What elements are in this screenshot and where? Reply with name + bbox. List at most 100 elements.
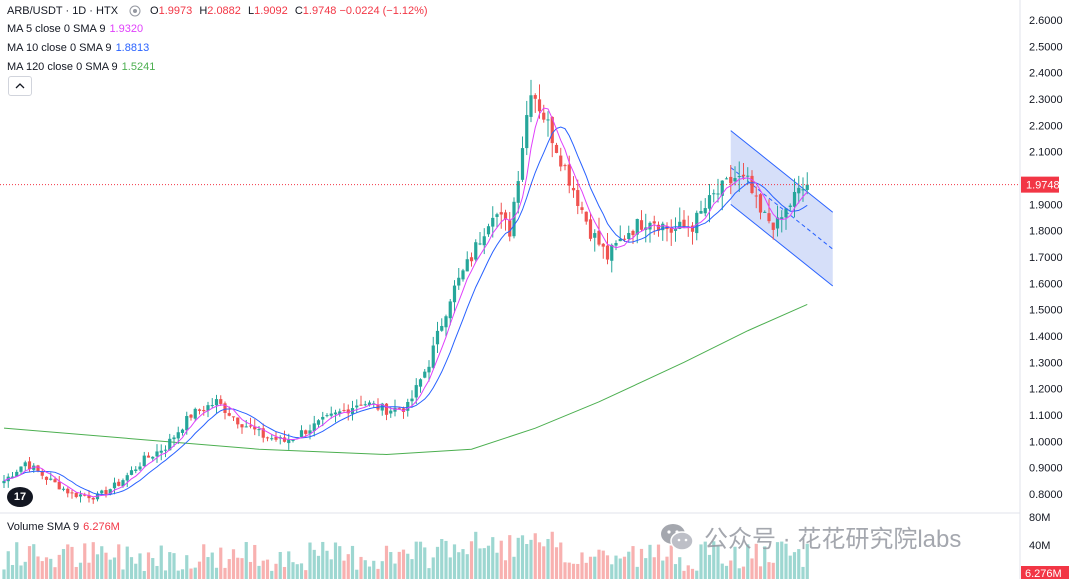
- channel-upper-line: [730, 130, 834, 213]
- candle-body: [601, 243, 605, 247]
- candle-body: [525, 115, 529, 149]
- candle-body: [316, 420, 321, 425]
- ma5-label[interactable]: MA 5 close 0 SMA 9: [7, 23, 106, 35]
- candle-body: [661, 223, 665, 231]
- candle-body: [784, 208, 788, 218]
- ma10-label[interactable]: MA 10 close 0 SMA 9: [7, 42, 112, 54]
- tradingview-logo[interactable]: 17: [7, 487, 33, 507]
- collapse-legend-button[interactable]: [8, 76, 32, 96]
- candle-body: [805, 184, 809, 190]
- volume-bar: [291, 562, 295, 579]
- volume-bar: [452, 544, 457, 579]
- candle-body: [206, 405, 210, 411]
- candle-body: [78, 494, 83, 497]
- ma120-label[interactable]: MA 120 close 0 SMA 9: [7, 61, 118, 73]
- volume-bar: [104, 552, 108, 579]
- ma120-line: [3, 303, 808, 456]
- volume-bar: [406, 553, 410, 579]
- volume-bar: [414, 541, 418, 579]
- volume-bar: [593, 556, 597, 579]
- candle-body: [733, 178, 737, 182]
- candle-body: [695, 212, 699, 234]
- volume-bar: [397, 551, 401, 579]
- candle-body: [15, 471, 19, 477]
- candle-body: [729, 176, 733, 184]
- candle-body: [329, 413, 333, 416]
- volume-bar: [274, 563, 278, 579]
- watermark-text: 公众号 · 花花研究院labs: [704, 526, 962, 553]
- volume-legend[interactable]: Volume SMA 9 6.276M: [7, 521, 120, 533]
- ma120-legend[interactable]: MA 120 close 0 SMA 9 1.5241: [7, 61, 155, 73]
- candle-body: [248, 425, 253, 427]
- volume-bar: [129, 557, 134, 579]
- volume-bar: [74, 566, 78, 579]
- ma10-legend[interactable]: MA 10 close 0 SMA 9 1.8813: [7, 42, 149, 54]
- volume-bar: [699, 544, 703, 579]
- volume-bars: [2, 531, 809, 579]
- volume-bar: [134, 563, 138, 579]
- volume-bar: [308, 542, 312, 579]
- volume-bar: [49, 558, 53, 579]
- candle-body: [512, 201, 516, 237]
- volume-bar: [168, 552, 172, 579]
- ma10-series: [3, 126, 808, 496]
- candle-body: [758, 194, 763, 213]
- volume-bar: [771, 562, 775, 579]
- volume-bar: [410, 559, 414, 579]
- candle-body: [461, 270, 465, 280]
- channel-lower-line: [730, 203, 834, 287]
- candle-body: [550, 116, 554, 144]
- visibility-dot-icon[interactable]: [128, 4, 142, 18]
- volume-bar: [495, 552, 499, 579]
- candle-body: [754, 195, 758, 197]
- low-label: L: [247, 5, 255, 17]
- candle-body: [312, 423, 316, 431]
- candle-body: [36, 465, 40, 472]
- symbol-title[interactable]: ARB/USDT · 1D · HTX: [7, 5, 119, 17]
- candle-body: [516, 181, 520, 203]
- volume-bar: [172, 553, 176, 579]
- candle-body: [189, 414, 193, 418]
- candle-body: [299, 430, 304, 438]
- candle-body: [648, 222, 652, 230]
- candle-body: [588, 219, 593, 239]
- candle-body: [91, 497, 95, 500]
- volume-bar: [253, 544, 257, 579]
- candle-body: [780, 217, 784, 220]
- volume-bar: [465, 554, 469, 579]
- candle-body: [134, 469, 138, 472]
- volume-bar: [567, 562, 571, 579]
- ma5-legend[interactable]: MA 5 close 0 SMA 9 1.9320: [7, 23, 143, 35]
- symbol-legend[interactable]: ARB/USDT · 1D · HTX O1.9973 H2.0882 L1.9…: [7, 4, 428, 18]
- price-tick: 1.1000: [1029, 410, 1063, 422]
- candle-body: [172, 437, 176, 440]
- volume-bar: [627, 551, 631, 579]
- volume-bar: [724, 565, 729, 579]
- candle-body: [367, 402, 372, 406]
- volume-bar: [474, 531, 478, 579]
- candle-body: [546, 119, 550, 121]
- volume-bar: [78, 562, 83, 579]
- candle-body: [597, 230, 601, 245]
- candle-body: [457, 277, 461, 286]
- candle-body: [70, 492, 74, 494]
- watermark: 公众号 · 花花研究院labs: [660, 519, 961, 554]
- price-axis[interactable]: 2.6000 2.5000 2.4000 2.3000 2.2000 2.1000 1.90…: [1021, 15, 1063, 501]
- volume-bar: [763, 546, 767, 579]
- candle-body: [32, 465, 36, 470]
- volume-bar: [95, 554, 100, 579]
- volume-bar: [163, 570, 168, 579]
- volume-bar: [151, 558, 155, 579]
- volume-bar: [580, 552, 584, 579]
- volume-bar: [350, 545, 355, 579]
- volume-bar: [601, 550, 605, 579]
- volume-bar: [622, 556, 627, 579]
- volume-label[interactable]: Volume SMA 9: [7, 521, 80, 533]
- volume-bar: [546, 538, 550, 579]
- candle-body: [197, 409, 202, 411]
- candle-body: [401, 408, 406, 412]
- volume-bar: [733, 546, 737, 579]
- candle-body: [486, 226, 491, 235]
- volume-bar: [499, 540, 503, 579]
